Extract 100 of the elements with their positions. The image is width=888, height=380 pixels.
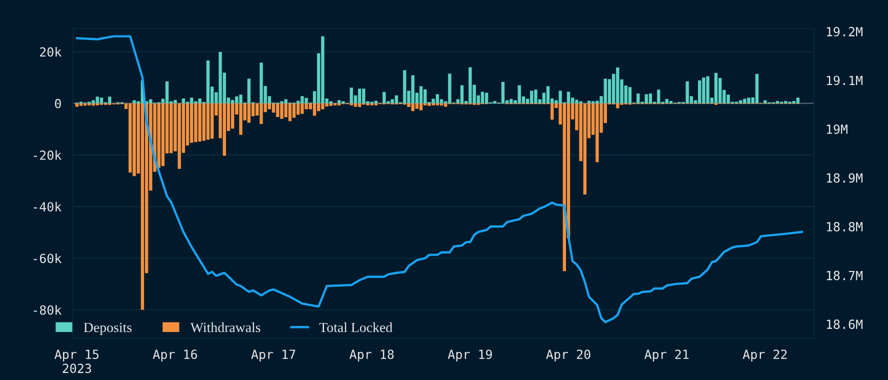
bar bbox=[280, 103, 284, 119]
bar bbox=[304, 98, 308, 104]
bar bbox=[448, 74, 452, 104]
bar bbox=[358, 103, 362, 107]
bar bbox=[460, 85, 464, 104]
bar bbox=[210, 103, 214, 139]
bar bbox=[329, 103, 332, 106]
bar bbox=[587, 100, 591, 104]
x-tick-label: Apr 15 2023 bbox=[54, 350, 98, 374]
bar bbox=[583, 103, 586, 194]
x-tick-label: Apr 21 bbox=[644, 350, 689, 362]
bar bbox=[432, 98, 435, 104]
bar bbox=[235, 96, 238, 104]
bar bbox=[616, 103, 620, 108]
bar bbox=[317, 103, 320, 112]
bar bbox=[575, 100, 578, 104]
bar bbox=[157, 103, 160, 168]
bar bbox=[170, 103, 173, 154]
bar bbox=[394, 95, 398, 104]
bar bbox=[79, 103, 83, 106]
bar bbox=[108, 96, 112, 104]
bar bbox=[312, 103, 316, 116]
bar bbox=[300, 96, 304, 104]
x-tick-label: Apr 19 bbox=[448, 350, 492, 362]
bar bbox=[272, 103, 276, 113]
y2-tick-label: 19.1M bbox=[826, 76, 862, 86]
bar bbox=[247, 78, 251, 104]
bar bbox=[419, 103, 423, 110]
bar bbox=[358, 88, 362, 104]
bar bbox=[190, 98, 194, 104]
bar bbox=[174, 100, 177, 104]
bar bbox=[419, 86, 423, 104]
bar bbox=[198, 103, 202, 142]
bar bbox=[764, 100, 767, 104]
bar bbox=[530, 90, 534, 104]
y-tick-label: -20k bbox=[34, 150, 62, 160]
bar bbox=[198, 98, 202, 104]
bar bbox=[382, 92, 386, 104]
bar bbox=[230, 100, 234, 104]
bar bbox=[484, 92, 488, 104]
legend-label: Withdrawals bbox=[190, 322, 260, 332]
bar bbox=[415, 103, 419, 109]
bar bbox=[698, 80, 702, 104]
bar bbox=[300, 103, 304, 114]
bar bbox=[230, 103, 234, 129]
bar bbox=[743, 98, 746, 104]
y2-tick-label: 18.9M bbox=[826, 173, 862, 183]
bar bbox=[165, 81, 169, 104]
bar bbox=[501, 82, 505, 104]
bar bbox=[239, 94, 242, 104]
bar bbox=[468, 67, 472, 104]
bar bbox=[403, 70, 406, 104]
bar bbox=[96, 96, 99, 104]
bar bbox=[411, 75, 414, 104]
x-tick-label: Apr 17 bbox=[251, 350, 296, 362]
bar bbox=[546, 86, 550, 104]
bar bbox=[644, 94, 648, 104]
bar bbox=[132, 100, 136, 104]
bar bbox=[796, 98, 800, 104]
bar bbox=[284, 99, 288, 104]
y-tick-label: 20k bbox=[40, 47, 62, 57]
bar bbox=[362, 88, 366, 104]
y2-tick-label: 18.6M bbox=[826, 320, 862, 330]
y-tick-label: 0 bbox=[54, 98, 61, 108]
bar bbox=[407, 103, 410, 107]
y-tick-label: -80k bbox=[34, 305, 62, 315]
bar bbox=[411, 103, 414, 112]
bar bbox=[268, 103, 272, 110]
bar bbox=[178, 103, 181, 169]
bar bbox=[128, 103, 132, 173]
bar bbox=[518, 85, 521, 104]
bar bbox=[321, 36, 324, 104]
bar bbox=[566, 92, 570, 104]
bar bbox=[706, 76, 710, 104]
x-tick-label: Apr 20 bbox=[546, 350, 590, 362]
bar bbox=[337, 100, 341, 104]
x-tick-label: Apr 18 bbox=[350, 350, 394, 362]
x-tick-label: Apr 22 bbox=[742, 350, 787, 362]
bar bbox=[534, 90, 538, 104]
y2-tick-label: 18.7M bbox=[826, 270, 862, 280]
bar bbox=[284, 103, 288, 118]
bar bbox=[296, 103, 300, 115]
bar bbox=[616, 67, 620, 104]
bar bbox=[149, 99, 152, 104]
bar bbox=[239, 103, 242, 135]
bar bbox=[628, 87, 632, 104]
bar bbox=[648, 94, 652, 104]
y2-tick-label: 19M bbox=[826, 124, 848, 134]
bar bbox=[321, 103, 324, 110]
line-series bbox=[76, 35, 804, 324]
bar bbox=[222, 103, 226, 156]
bar bbox=[424, 89, 427, 104]
bar bbox=[714, 72, 718, 104]
bar bbox=[686, 81, 689, 104]
x-tick-label: Apr 16 bbox=[152, 350, 197, 362]
bar bbox=[604, 78, 607, 104]
bar bbox=[755, 74, 759, 104]
bar bbox=[161, 103, 165, 166]
bar bbox=[665, 98, 668, 104]
bar bbox=[436, 94, 440, 104]
